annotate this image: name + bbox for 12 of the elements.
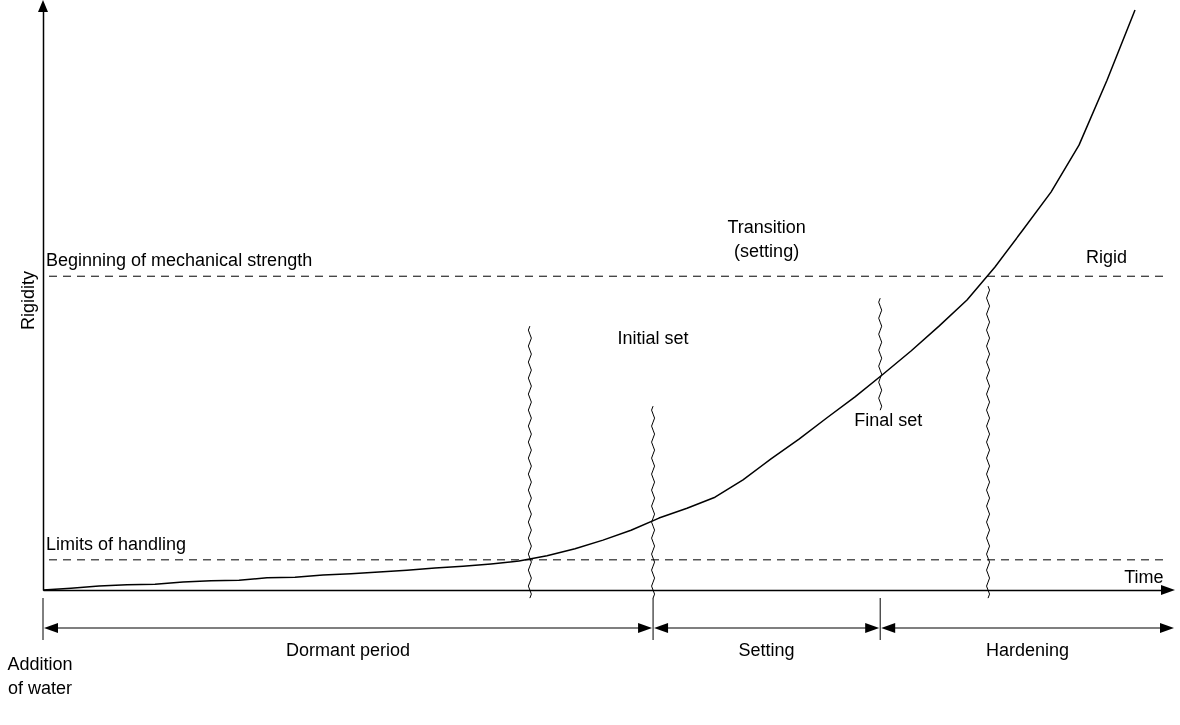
annotation: Initial set — [616, 327, 690, 350]
annotation: Rigid — [1085, 246, 1129, 269]
y-axis-title: Rigidity — [17, 270, 38, 331]
text: Addition of water — [6, 653, 74, 700]
ref-line-label: Beginning of mechanical strength — [46, 250, 313, 271]
text: Setting — [737, 639, 796, 662]
annotation: Transition (setting) — [726, 216, 807, 263]
x-axis-title: Time — [1124, 566, 1164, 587]
text: Hardening — [985, 639, 1071, 662]
annotation: Final set — [853, 409, 924, 432]
ref-line-label: Limits of handling — [46, 533, 187, 554]
text: Dormant period — [286, 640, 411, 660]
